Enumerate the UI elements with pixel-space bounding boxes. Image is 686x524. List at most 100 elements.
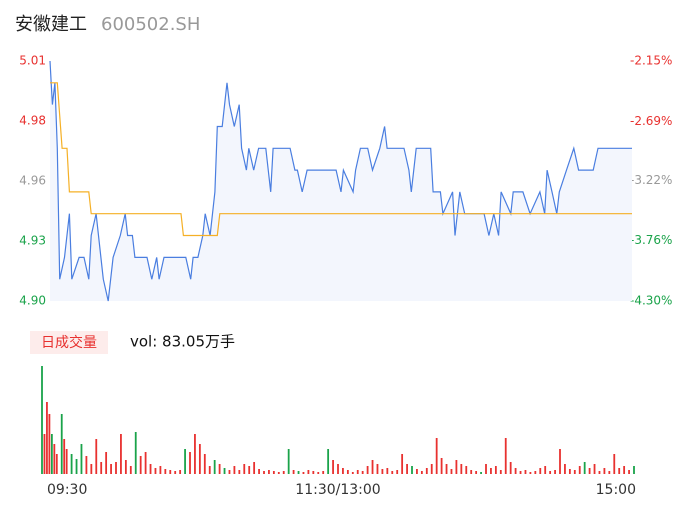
price-line [49,60,632,302]
volume-bar [179,470,182,474]
volume-bar [411,466,413,474]
volume-bar [322,471,325,474]
y-tick-label: 4.98 [19,114,46,128]
volume-bar [90,464,93,474]
volume-bar [70,454,73,474]
volume-bar [618,468,621,474]
volume-summary: vol: 83.05万手 [130,333,235,351]
volume-bar [233,466,236,474]
volume-bar [46,402,48,474]
volume-bar [80,444,83,474]
volume-bar [159,466,162,474]
volume-bar [297,471,300,474]
volume-bar [238,470,241,474]
y2-tick-label: -4.30% [630,294,672,308]
volume-bar [272,471,275,474]
volume-bar [48,414,51,474]
volume-bar [120,434,122,474]
volume-bar [519,471,522,474]
y-tick-label: 4.96 [19,174,46,188]
volume-bar [41,366,43,474]
volume-bar [564,464,566,474]
volume-bar [386,468,389,474]
volume-bar [593,464,596,474]
stock-code: 600502.SH [101,14,200,35]
volume-bar [416,469,418,474]
volume-bar [198,444,201,474]
y2-tick-label: -3.76% [630,233,672,247]
volume-bar [568,469,571,474]
volume-bar [100,462,103,474]
volume-bar [376,464,379,474]
volume-bar [115,462,117,474]
volume-bar [430,464,433,474]
volume-bar [588,468,591,474]
volume-bar [139,456,142,474]
volume-bar [435,438,438,474]
y-tick-label: 4.90 [19,294,46,308]
volume-bar [573,470,576,474]
volume-bar [164,469,167,474]
volume-bar [302,472,305,474]
volume-bar [366,466,369,474]
volume-bar [371,460,374,474]
volume-bar [85,456,88,474]
volume-bar [189,452,191,474]
volume-bar [346,470,349,474]
volume-bar [598,471,601,474]
x-tick-label: 09:30 [47,482,87,498]
volume-bar [578,466,581,474]
volume-bar [129,466,132,474]
volume-bar [208,466,211,474]
volume-bar [504,438,507,474]
average-line [50,82,632,237]
volume-bar [292,470,295,474]
volume-bar [277,472,280,474]
volume-bar [169,470,172,474]
volume-bar [490,468,492,474]
volume-bar [509,462,512,474]
volume-bar [268,470,270,474]
volume-bar [470,470,473,474]
volume-bar [450,469,453,474]
volume-bar [248,466,251,474]
volume-bar [475,471,478,474]
volume-bar [420,471,423,474]
volume-bar [499,470,502,474]
stock-name: 安徽建工 [15,14,87,35]
volume-bar [287,449,290,474]
volume-bar [583,462,586,474]
volume-bar [524,470,527,474]
volume-bar [628,470,630,474]
volume-bar [460,464,463,474]
volume-bar [263,471,265,474]
volume-bar [544,466,547,474]
volume-bar [381,469,384,474]
volume-bar [623,466,626,474]
volume-bar [110,464,112,474]
volume-bar [75,459,78,474]
volume-bar [105,452,108,474]
volume-bar [258,469,260,474]
volume-bar [134,432,137,474]
volume-bar [332,460,334,474]
volume-bar [50,434,53,474]
volume-bar [351,472,354,474]
volume-bar [327,449,330,474]
volume-bar [194,434,196,474]
volume-bar [60,414,63,474]
volume-bar [203,454,206,474]
volume-bar [43,434,46,474]
volume-bar [406,464,408,474]
y-tick-label: 5.01 [19,54,46,68]
volume-bar [149,464,152,474]
volume-bar [465,466,468,474]
volume-bar [213,460,216,474]
volume-bar [95,439,98,474]
x-tick-label: 11:30/13:00 [295,482,380,498]
volume-bar [425,468,428,474]
y-tick-label: 4.93 [19,234,46,248]
volume-bar [356,470,359,474]
